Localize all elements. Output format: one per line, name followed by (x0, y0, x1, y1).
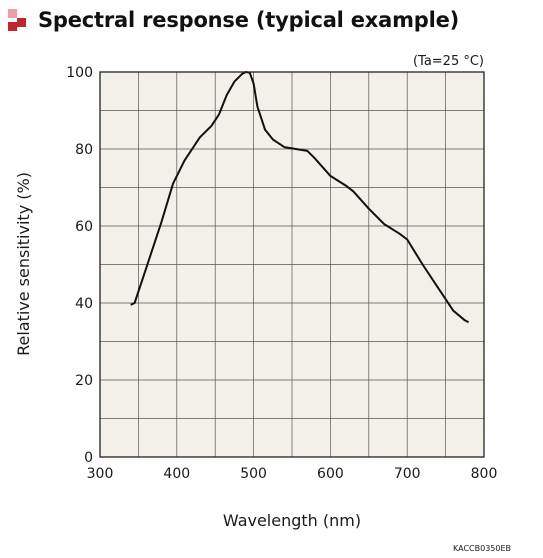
x-tick-label: 500 (240, 466, 267, 482)
y-tick-label: 20 (75, 373, 93, 389)
x-tick-labels: 300 400 500 600 700 800 (87, 466, 498, 482)
y-tick-label: 60 (75, 219, 93, 235)
grid-lines (100, 72, 484, 457)
plot-frame (99, 71, 485, 458)
x-tick-label: 800 (471, 466, 498, 482)
document-code: KACCB0350EB (453, 544, 511, 553)
x-axis-label: Wavelength (nm) (223, 511, 361, 530)
chart-title: Spectral response (typical example) (38, 8, 460, 32)
x-tick-label: 600 (317, 466, 344, 482)
y-tick-label: 80 (75, 142, 93, 158)
y-tick-label: 40 (75, 296, 93, 312)
x-tick-label: 400 (163, 466, 190, 482)
y-tick-label: 100 (66, 65, 93, 81)
y-tick-label: 0 (84, 450, 93, 466)
x-tick-label: 300 (87, 466, 114, 482)
temperature-condition: (Ta=25 °C) (413, 54, 484, 69)
sensitivity-curve (130, 71, 470, 324)
y-tick-labels: 0 20 40 60 80 100 (66, 65, 93, 466)
x-tick-label: 700 (394, 466, 421, 482)
y-axis-label: Relative sensitivity (%) (14, 172, 33, 356)
red-square-bullet-icon (8, 9, 26, 31)
chart-title-block: Spectral response (typical example) (8, 4, 459, 36)
